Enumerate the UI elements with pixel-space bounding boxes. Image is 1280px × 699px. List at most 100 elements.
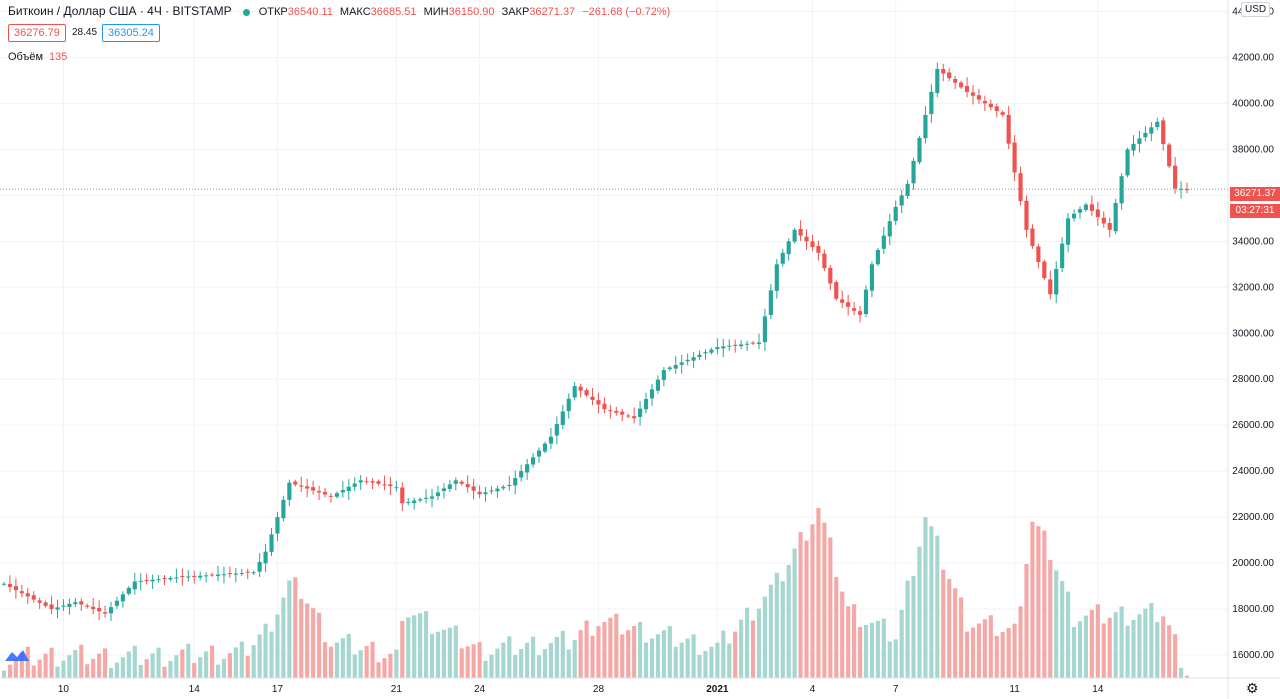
volume-bar (1060, 581, 1065, 678)
low-label: МИН (423, 6, 449, 18)
candle-body (548, 436, 553, 444)
price-scale[interactable]: 16000.00 18000.00 20000.00 22000.00 24000.00… (1232, 6, 1274, 661)
volume-bar (120, 657, 125, 678)
volume-bar (768, 584, 773, 678)
volume-bar (162, 666, 167, 678)
candle-body (483, 492, 488, 495)
volume-bar (1030, 521, 1035, 678)
candle-body (798, 229, 803, 236)
volume-bar (804, 540, 809, 678)
candle-body (1024, 200, 1029, 230)
close-value: 36271.37 (529, 6, 576, 18)
candle-body (846, 302, 851, 307)
candle-body (495, 488, 500, 492)
candle-body (756, 342, 762, 344)
tradingview-logo-icon[interactable] (4, 648, 30, 662)
volume-bar (1012, 623, 1017, 678)
volume-bar (269, 631, 274, 678)
volume-bar (834, 576, 839, 678)
volume-bar (643, 642, 649, 678)
candle-body (899, 195, 904, 206)
volume-bar (655, 634, 661, 678)
time-tick-label: 14 (189, 684, 201, 695)
candle-body (388, 484, 393, 487)
volume-bar (334, 642, 339, 678)
volume-bar (679, 642, 684, 678)
candle-body (911, 160, 916, 184)
volume-bar (73, 649, 78, 678)
candle-body (697, 354, 702, 357)
candle-body (233, 573, 238, 575)
candle-body (334, 493, 339, 497)
candle-body (857, 311, 863, 315)
candle-body (572, 386, 577, 398)
price-tick-label: 22000.00 (1232, 512, 1274, 523)
volume-bar (1155, 622, 1160, 678)
volume-bar (572, 639, 577, 678)
candle-body (435, 492, 441, 497)
volume-bar (1024, 564, 1029, 678)
price-tick-label: 40000.00 (1232, 98, 1274, 109)
price-tick-label: 24000.00 (1232, 466, 1274, 477)
candle-body (988, 103, 993, 108)
candle-body (162, 578, 167, 580)
sell-price-button[interactable]: 36276.79 (8, 24, 66, 42)
candle-body (1125, 149, 1130, 176)
time-tick-label: 2021 (706, 684, 729, 695)
price-tick-label: 16000.00 (1232, 650, 1274, 661)
candle-body (804, 236, 809, 242)
candle-body (501, 486, 506, 489)
candle-body (1167, 144, 1172, 167)
volume-bar (750, 620, 756, 678)
volume-bar (810, 524, 815, 678)
volume-bar (786, 564, 791, 678)
volume-bar (673, 646, 678, 678)
candle-body (1, 583, 7, 585)
candle-body (620, 411, 625, 415)
volume-bar (762, 596, 768, 678)
volume-bar (911, 575, 916, 678)
market-status-icon (242, 8, 250, 16)
volume-bar (941, 569, 946, 678)
candle-body (1018, 173, 1023, 202)
price-tick-label: 34000.00 (1232, 236, 1274, 247)
candle-body (536, 450, 542, 457)
price-tick-label: 26000.00 (1232, 420, 1274, 431)
candle-body (994, 106, 999, 112)
candle-body (465, 484, 470, 488)
candle-body (471, 486, 476, 491)
volume-bar (822, 522, 827, 678)
volume-bar (423, 611, 429, 678)
candle-body (929, 91, 934, 115)
volume-bar (1089, 609, 1094, 678)
volume-bar (394, 649, 399, 678)
volume-label[interactable]: Объём (8, 51, 44, 63)
gear-icon[interactable]: ⚙ (1246, 680, 1259, 696)
candle-body (584, 390, 589, 396)
volume-legend: Объём 135 (8, 51, 67, 63)
currency-button[interactable]: USD (1241, 2, 1271, 17)
candle-body (102, 612, 108, 614)
candle-body (376, 481, 381, 484)
volume-bar (168, 660, 173, 678)
volume-bar (132, 645, 137, 678)
candle-body (964, 85, 970, 92)
volume-bar (542, 649, 548, 678)
price-tick-label: 30000.00 (1232, 328, 1274, 339)
candle-body (204, 575, 209, 577)
candle-body (721, 346, 726, 349)
candle-body (394, 487, 399, 489)
buy-price-button[interactable]: 36305.24 (102, 24, 160, 42)
candle-body (293, 481, 298, 485)
candle-body (186, 576, 191, 578)
candle-body (263, 551, 268, 564)
volume-bar (1125, 625, 1130, 678)
candle-body (792, 229, 797, 242)
candle-body (97, 607, 102, 612)
volume-bar (893, 639, 898, 678)
symbol-title[interactable]: Биткоин / Доллар США · 4Ч · BITSTAMP (8, 4, 232, 18)
candle-body (406, 501, 411, 503)
time-scale[interactable]: 10 14 17 21 24 28 2021 4 7 11 14 (58, 684, 1104, 695)
volume-bar (1018, 606, 1023, 678)
